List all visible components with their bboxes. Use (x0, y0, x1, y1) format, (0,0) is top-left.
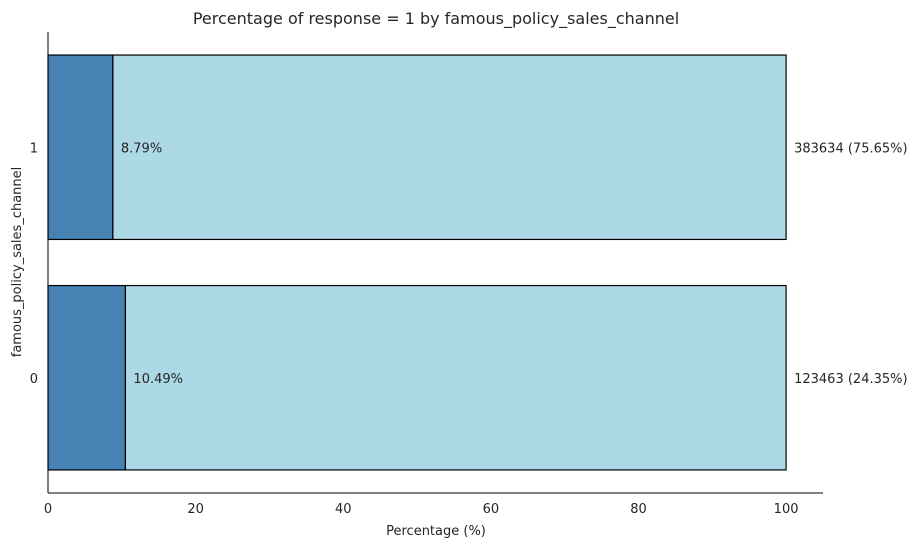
y-tick-label-0: 0 (30, 372, 38, 387)
x-tick-label-80: 80 (630, 502, 647, 517)
x-ticks-group: 0 20 40 60 80 100 (44, 502, 799, 517)
x-tick-label-40: 40 (335, 502, 352, 517)
bar-1-segment-0 (47, 54, 114, 241)
x-tick-label-60: 60 (483, 502, 500, 517)
bar-1-segment-1 (112, 54, 787, 241)
count-label-0: 123463 (24.35%) (794, 372, 907, 387)
y-ticks-group: 10 (30, 141, 38, 387)
percent-label-1: 8.79% (121, 141, 162, 156)
x-axis-label: Percentage (%) (386, 524, 486, 539)
bar-0-segment-1 (124, 284, 787, 471)
bars-group: 8.79% 383634 (75.65%) 10.49% 123463 (24.35%… (47, 54, 908, 471)
chart-title: Percentage of response = 1 by famous_pol… (193, 9, 679, 29)
x-tick-label-20: 20 (187, 502, 204, 517)
x-tick-label-100: 100 (774, 502, 799, 517)
percent-label-0: 10.49% (133, 372, 183, 387)
x-tick-label-0: 0 (44, 502, 52, 517)
count-label-1: 383634 (75.65%) (794, 141, 907, 156)
bar-0-segment-0 (47, 284, 127, 471)
y-tick-label-1: 1 (30, 141, 38, 156)
y-axis-label: famous_policy_sales_channel (10, 167, 25, 358)
